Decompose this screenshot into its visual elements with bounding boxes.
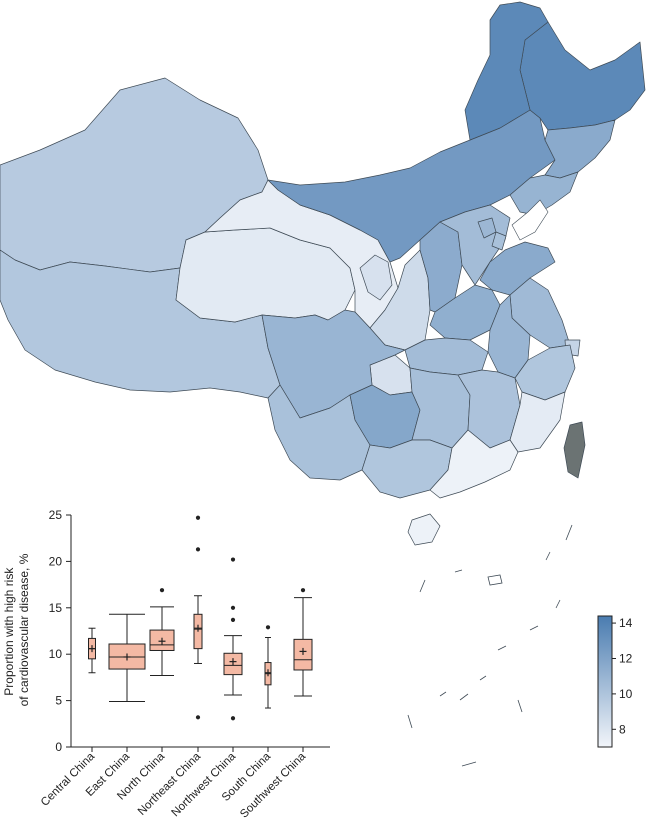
outlier-point xyxy=(230,716,236,721)
region-jilin[interactable] xyxy=(544,119,616,179)
y-tick-label: 25 xyxy=(49,508,63,522)
region-heilongjiang[interactable] xyxy=(519,21,646,131)
outlier-point xyxy=(265,625,271,630)
legend-colorbar xyxy=(597,615,613,748)
region-tianjin[interactable] xyxy=(491,231,507,251)
region-fujian[interactable] xyxy=(509,391,566,453)
y-tick-label: 5 xyxy=(55,694,62,708)
outlier-point xyxy=(195,515,201,520)
x-tick-label: Northeast China xyxy=(136,750,204,818)
legend-tick-label: 12 xyxy=(619,651,633,665)
x-tick-label: Northwest China xyxy=(170,750,239,819)
outlier-point xyxy=(230,617,236,622)
region-ningxia[interactable] xyxy=(359,254,393,301)
region-guangdong[interactable] xyxy=(429,429,519,499)
y-tick-label: 20 xyxy=(49,554,63,568)
box-northeast-china xyxy=(193,515,203,720)
x-tick-label: Southwest China xyxy=(238,750,308,820)
legend-tick-label: 10 xyxy=(619,687,633,701)
x-tick-label: Central China xyxy=(39,750,98,809)
box-northwest-china xyxy=(223,557,243,721)
color-scale-legend: 14 12 10 8 xyxy=(597,615,633,748)
box-southwest-china xyxy=(293,588,313,697)
y-axis-title: Proportion with high risk of cardiovascu… xyxy=(2,553,31,706)
box-north-china xyxy=(149,588,175,677)
outlier-point xyxy=(300,588,306,593)
outlier-point xyxy=(195,547,201,552)
south-china-sea-islands xyxy=(407,524,573,767)
box-south-china xyxy=(264,625,272,709)
outlier-point xyxy=(230,605,236,610)
y-tick-label: 10 xyxy=(49,647,63,661)
outlier-point xyxy=(195,715,201,720)
legend-tick-label: 14 xyxy=(619,616,633,630)
region-taiwan xyxy=(563,421,586,479)
china-choropleth-map xyxy=(0,1,646,546)
outlier-point xyxy=(230,557,236,562)
y-tick-label: 0 xyxy=(55,740,62,754)
box-east-china xyxy=(108,613,146,703)
y-tick-label: 15 xyxy=(49,601,63,615)
bohai-sea xyxy=(511,199,549,241)
region-anhui[interactable] xyxy=(487,294,531,379)
box-central-china xyxy=(88,627,96,674)
region-shandong[interactable] xyxy=(479,241,556,296)
boxplot-chart: Proportion with high risk of cardiovascu… xyxy=(2,508,330,821)
region-hainan[interactable] xyxy=(407,513,441,546)
legend-tick-label: 8 xyxy=(619,722,626,736)
region-heilongjiang-north[interactable] xyxy=(464,1,549,141)
outlier-point xyxy=(159,588,165,593)
